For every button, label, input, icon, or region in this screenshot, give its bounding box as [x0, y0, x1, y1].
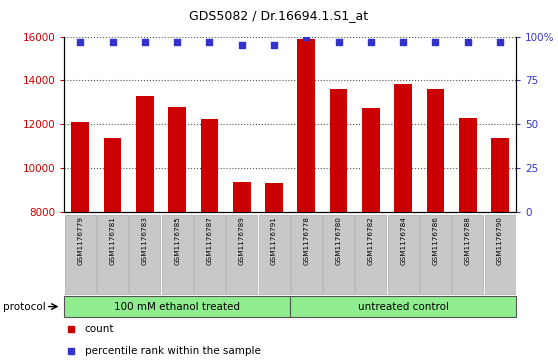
Bar: [362, 108, 380, 212]
Text: GDS5082 / Dr.16694.1.S1_at: GDS5082 / Dr.16694.1.S1_at: [189, 9, 369, 22]
Point: [76, 39, 85, 45]
Bar: [104, 138, 122, 212]
Point: [270, 42, 278, 48]
Text: count: count: [84, 325, 114, 334]
FancyBboxPatch shape: [420, 215, 451, 294]
Bar: [395, 84, 412, 212]
Point: [108, 39, 117, 45]
Text: untreated control: untreated control: [358, 302, 449, 311]
Bar: [233, 182, 251, 212]
Point: [237, 42, 246, 48]
Bar: [71, 122, 89, 212]
FancyBboxPatch shape: [452, 215, 483, 294]
Point: [172, 39, 181, 45]
Point: [398, 39, 407, 45]
Text: GSM1176787: GSM1176787: [206, 216, 213, 265]
Point: [496, 39, 504, 45]
Point: [367, 39, 376, 45]
Text: GSM1176779: GSM1176779: [78, 216, 83, 265]
Text: GSM1176781: GSM1176781: [109, 216, 116, 265]
FancyBboxPatch shape: [323, 215, 354, 294]
Bar: [200, 119, 218, 212]
Point: [334, 39, 343, 45]
Text: protocol: protocol: [3, 302, 46, 311]
Text: GSM1176782: GSM1176782: [368, 216, 374, 265]
Bar: [297, 39, 315, 212]
FancyBboxPatch shape: [355, 215, 386, 294]
FancyBboxPatch shape: [65, 215, 96, 294]
Text: GSM1176788: GSM1176788: [465, 216, 471, 265]
Point: [463, 39, 472, 45]
FancyBboxPatch shape: [291, 215, 322, 294]
Bar: [136, 96, 154, 212]
FancyBboxPatch shape: [129, 215, 160, 294]
Text: GSM1176789: GSM1176789: [239, 216, 245, 265]
Bar: [491, 138, 509, 212]
Point: [302, 34, 311, 40]
Text: GSM1176786: GSM1176786: [432, 216, 439, 265]
Bar: [426, 89, 444, 212]
Bar: [265, 183, 283, 212]
FancyBboxPatch shape: [484, 215, 516, 294]
FancyBboxPatch shape: [162, 215, 193, 294]
FancyBboxPatch shape: [226, 215, 257, 294]
Text: GSM1176785: GSM1176785: [174, 216, 180, 265]
Point: [347, 64, 356, 70]
FancyBboxPatch shape: [64, 296, 290, 317]
Bar: [169, 107, 186, 212]
Text: GSM1176778: GSM1176778: [304, 216, 309, 265]
Text: GSM1176791: GSM1176791: [271, 216, 277, 265]
Point: [347, 257, 356, 262]
FancyBboxPatch shape: [258, 215, 290, 294]
Point: [141, 39, 150, 45]
Text: GSM1176790: GSM1176790: [497, 216, 503, 265]
Point: [431, 39, 440, 45]
Text: GSM1176783: GSM1176783: [142, 216, 148, 265]
FancyBboxPatch shape: [290, 296, 516, 317]
Bar: [330, 89, 348, 212]
FancyBboxPatch shape: [97, 215, 128, 294]
Text: percentile rank within the sample: percentile rank within the sample: [84, 346, 261, 356]
Point: [205, 39, 214, 45]
Bar: [459, 118, 477, 212]
Text: GSM1176780: GSM1176780: [335, 216, 341, 265]
Text: 100 mM ethanol treated: 100 mM ethanol treated: [114, 302, 240, 311]
Text: GSM1176784: GSM1176784: [400, 216, 406, 265]
FancyBboxPatch shape: [194, 215, 225, 294]
FancyBboxPatch shape: [388, 215, 418, 294]
